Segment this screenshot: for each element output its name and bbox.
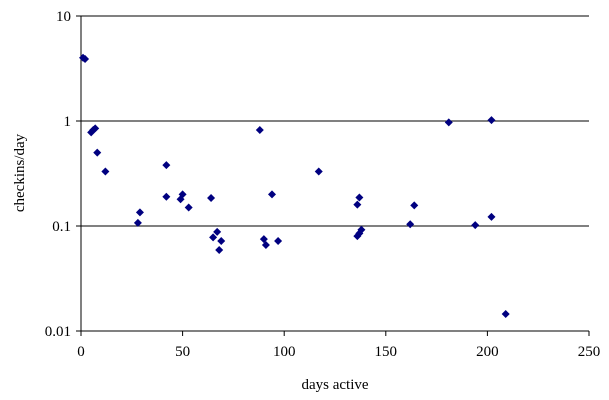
data-point [209, 233, 218, 242]
data-point [215, 246, 224, 255]
data-point [162, 192, 171, 201]
x-tick-label: 0 [77, 344, 85, 360]
data-point [444, 118, 453, 127]
data-point [81, 54, 90, 63]
data-point [207, 193, 216, 202]
x-axis-label: days active [301, 377, 368, 393]
data-point [261, 240, 270, 249]
data-point [357, 225, 366, 234]
data-point [135, 208, 144, 217]
data-point [217, 236, 226, 245]
data-point [410, 201, 419, 210]
data-point [184, 203, 193, 212]
data-point [162, 161, 171, 170]
x-tick-label: 150 [375, 344, 398, 360]
data-point [406, 220, 415, 229]
data-point [487, 116, 496, 125]
x-tick-label: 100 [273, 344, 296, 360]
data-point [355, 193, 364, 202]
y-tick-label: 1 [64, 114, 72, 130]
x-tick-label: 50 [175, 344, 190, 360]
data-point [133, 218, 142, 227]
ticks [76, 15, 590, 336]
data-point [93, 148, 102, 157]
y-axis-label: checkins/day [12, 133, 28, 212]
data-point [268, 190, 277, 199]
data-point [471, 221, 480, 230]
data-point [487, 212, 496, 221]
data-point [213, 227, 222, 236]
data-point [91, 124, 100, 133]
data-point [178, 190, 187, 199]
x-tick-label: 200 [476, 344, 499, 360]
data-point [314, 167, 323, 176]
data-point [101, 167, 110, 176]
data-point [501, 310, 510, 319]
data-point [274, 236, 283, 245]
data-point [353, 200, 362, 209]
data-points [79, 53, 510, 319]
x-tick-label: 250 [578, 344, 601, 360]
data-point [255, 126, 264, 135]
y-tick-label: 0.1 [52, 219, 71, 235]
y-tick-label: 10 [56, 9, 71, 25]
axes [80, 16, 589, 332]
y-tick-label: 0.01 [45, 324, 71, 340]
gridlines [81, 15, 589, 227]
